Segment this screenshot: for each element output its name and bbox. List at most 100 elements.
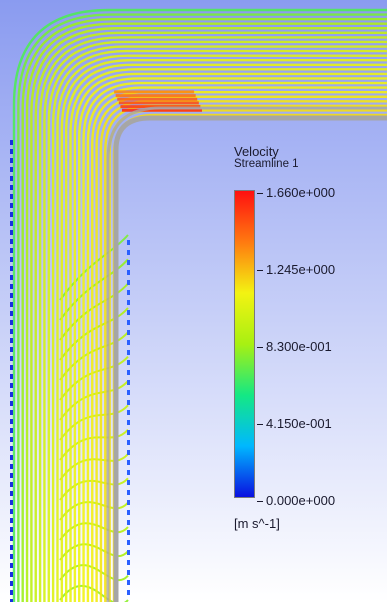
wall-marker <box>127 460 130 465</box>
wall-marker <box>127 240 130 245</box>
wall-marker <box>10 194 13 199</box>
wall-marker <box>10 239 13 244</box>
wall-marker <box>127 440 130 445</box>
streamline <box>73 72 387 602</box>
wall-marker <box>10 455 13 460</box>
wall-marker <box>10 428 13 433</box>
wall-marker <box>10 500 13 505</box>
wall-marker <box>127 450 130 455</box>
wall-marker <box>127 490 130 495</box>
streamline <box>64 63 387 602</box>
wall-marker <box>127 280 130 285</box>
wall-marker <box>10 185 13 190</box>
wall-marker <box>10 527 13 532</box>
inlet-streamline <box>59 282 129 341</box>
streamline <box>21 17 387 602</box>
wall-marker <box>10 257 13 262</box>
wall-marker <box>127 500 130 505</box>
wall-marker <box>127 370 130 375</box>
inlet-streamline <box>59 258 129 321</box>
wall-marker <box>127 480 130 485</box>
wall-marker <box>10 437 13 442</box>
wall-marker <box>10 545 13 550</box>
inlet-streamline <box>59 404 129 441</box>
streamline <box>51 49 387 602</box>
streamline <box>86 86 387 602</box>
wall-marker <box>127 580 130 585</box>
wall-marker <box>127 530 130 535</box>
wall-marker <box>10 446 13 451</box>
wall-edge-markers <box>10 140 130 602</box>
inlet-streamline <box>59 477 129 501</box>
inlet-streamline <box>59 331 129 381</box>
wall-marker <box>10 482 13 487</box>
wall-marker <box>10 212 13 217</box>
inner-pipe-wall <box>113 115 387 602</box>
streamline <box>56 54 387 602</box>
wall-marker <box>10 275 13 280</box>
wall-marker <box>127 390 130 395</box>
wall-marker <box>127 320 130 325</box>
wall-marker <box>127 380 130 385</box>
wall-marker <box>10 419 13 424</box>
streamline <box>17 13 387 602</box>
wall-marker <box>10 581 13 586</box>
wall-marker <box>10 410 13 415</box>
wall-marker <box>10 554 13 559</box>
wall-marker <box>10 365 13 370</box>
wall-marker <box>127 410 130 415</box>
wall-marker <box>10 563 13 568</box>
wall-marker <box>10 149 13 154</box>
wall-marker <box>10 338 13 343</box>
streamline <box>34 31 387 602</box>
wall-marker <box>10 599 13 602</box>
wall-marker <box>127 340 130 345</box>
wall-marker <box>10 176 13 181</box>
wall-marker <box>10 329 13 334</box>
wall-marker <box>10 302 13 307</box>
wall-marker <box>10 140 13 145</box>
wall-marker <box>127 310 130 315</box>
wall-marker <box>10 248 13 253</box>
wall-marker <box>10 266 13 271</box>
wall-marker <box>127 250 130 255</box>
wall-marker <box>10 320 13 325</box>
wall-marker <box>127 550 130 555</box>
wall-marker <box>10 491 13 496</box>
wall-marker <box>10 383 13 388</box>
pipe-walls <box>106 106 387 602</box>
wall-marker <box>127 260 130 265</box>
wall-marker <box>10 374 13 379</box>
wall-marker <box>127 270 130 275</box>
inner-pipe-wall <box>106 106 387 602</box>
wall-marker <box>127 330 130 335</box>
wall-marker <box>10 536 13 541</box>
inlet-streamline <box>59 234 129 301</box>
streamline <box>25 22 387 602</box>
wall-marker <box>127 290 130 295</box>
wall-marker <box>10 464 13 469</box>
inlet-streamline <box>59 428 129 461</box>
wall-marker <box>10 158 13 163</box>
inlet-streamline <box>59 380 129 421</box>
wall-marker <box>127 300 130 305</box>
wall-marker <box>127 430 130 435</box>
wall-marker <box>10 167 13 172</box>
inlet-fan-streamlines <box>59 234 129 602</box>
wall-marker <box>10 401 13 406</box>
streamline <box>12 8 387 602</box>
wall-marker <box>10 509 13 514</box>
inlet-streamline <box>59 307 129 361</box>
wall-marker <box>10 311 13 316</box>
wall-marker <box>10 473 13 478</box>
inlet-streamline <box>59 453 129 481</box>
wall-marker <box>10 590 13 595</box>
streamline <box>38 36 387 602</box>
streamline <box>43 40 387 602</box>
wall-marker <box>127 400 130 405</box>
streamline <box>69 68 387 602</box>
wall-marker <box>10 572 13 577</box>
wall-marker <box>127 420 130 425</box>
inlet-streamline <box>59 355 129 401</box>
